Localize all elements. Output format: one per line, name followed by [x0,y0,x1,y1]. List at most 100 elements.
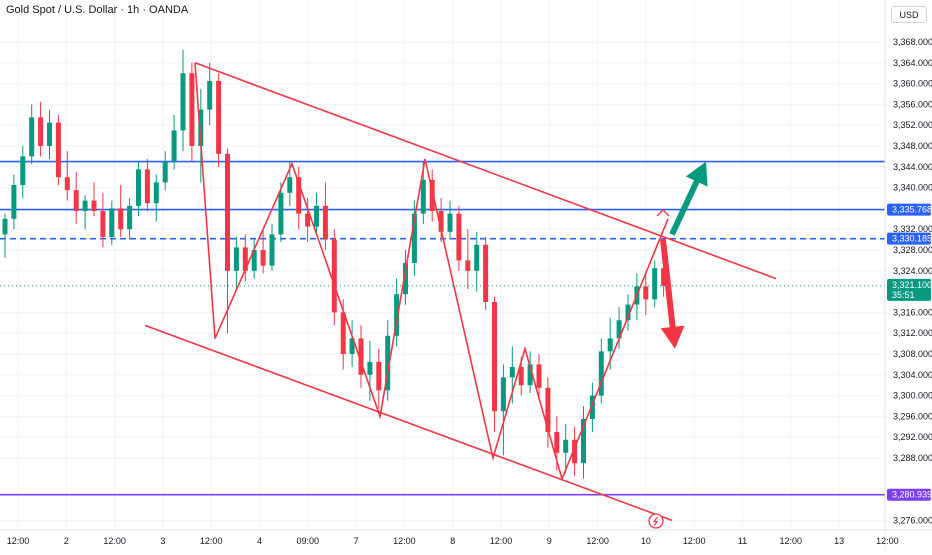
time-tick-label: 12:00 [876,536,899,546]
time-tick-label: 2 [64,536,69,546]
time-tick-label: 7 [354,536,359,546]
candle-body [127,205,133,230]
price-tag-support[interactable] [887,488,931,501]
candle-body [367,361,373,375]
price-tick-label: 3,340.000 [893,183,932,193]
time-axis[interactable] [0,530,885,550]
candle-body [643,286,649,300]
price-tag-level-dashed[interactable] [887,232,931,245]
time-tick-label: 12:00 [200,536,223,546]
candle-body [456,213,462,261]
candle-body [91,200,97,211]
candle-body [207,81,213,110]
candle-body [554,432,560,453]
bearish-arrow-icon[interactable] [660,239,685,349]
time-tick-label: 12:00 [7,536,30,546]
candle-body [625,304,631,321]
lightning-icon [652,516,659,526]
price-tag-label: 3,330.185 [892,234,932,244]
price-tick-label: 3,312.000 [893,328,932,338]
candle-body [64,177,70,191]
price-tick-label: 3,364.000 [893,58,932,68]
zigzag-pattern-line[interactable] [194,62,669,482]
time-tick-label: 13 [834,536,844,546]
price-tag-label: 3,335.768 [892,205,932,215]
time-tick-label: 12:00 [103,536,126,546]
candle-body [661,268,667,286]
candle-body [394,294,400,336]
price-tick-label: 3,368.000 [893,37,932,47]
candle-body [349,338,355,354]
currency-button[interactable]: USD [891,6,927,23]
small-arrowhead-icon [656,209,670,217]
candle-body [314,205,319,227]
symbol-title[interactable]: Gold Spot / U.S. Dollar · 1h · OANDA [6,4,189,16]
price-tick-label: 3,276.000 [893,515,932,525]
candle-body [82,200,88,211]
candle-body [2,218,8,235]
candle-body [162,161,168,183]
candle-body [296,177,302,214]
price-tick-label: 3,332.000 [893,224,932,234]
candle-body [527,364,533,386]
candle-body [287,177,293,193]
candle-body [616,320,622,339]
price-tick-label: 3,328.000 [893,245,932,255]
candle-body [38,117,44,146]
candle-body [518,367,524,386]
price-tick-label: 3,308.000 [893,349,932,359]
bullish-arrow-icon[interactable] [669,161,708,236]
candle-body [509,367,515,378]
candle-body [278,192,284,235]
price-tick-label: 3,316.000 [893,307,932,317]
candle-body [589,395,595,419]
candle-body [536,364,542,388]
time-tick-label: 11 [738,536,747,546]
candle-body [447,213,453,232]
candle-body [144,169,150,204]
price-tick-label: 3,344.000 [893,162,932,172]
candle-body [563,439,569,453]
candle-body [251,250,257,271]
candle-body [474,244,480,271]
candle-body [607,338,613,352]
candle-body [118,208,124,230]
candle-body [500,377,506,412]
time-tick-label: 12:00 [586,536,609,546]
candle-body [545,387,551,432]
candle-body [438,211,444,232]
candle-body [492,302,497,412]
price-axis[interactable] [885,0,932,550]
time-tick-label: 12:00 [683,536,706,546]
candle-body [652,268,658,300]
price-tick-label: 3,292.000 [893,432,932,442]
time-tick-label: 3 [160,536,165,546]
candle-body [136,169,141,206]
price-tick-label: 3,288.000 [893,453,932,463]
candle-body [55,122,61,178]
price-tick-label: 3,324.000 [893,266,932,276]
trend-line[interactable] [194,62,777,280]
price-tag-level[interactable] [887,203,931,216]
candle-body [153,182,159,204]
price-tick-label: 3,296.000 [893,411,932,421]
candle-body [47,122,52,146]
candle-body [225,153,230,271]
candle-body [465,260,471,271]
candle-body [216,81,222,154]
candle-body [411,213,417,263]
trend-line[interactable] [144,324,673,522]
candle-body [73,190,79,211]
candle-body [340,312,346,354]
time-tick-label: 9 [547,536,552,546]
time-tick-label: 4 [257,536,262,546]
candle-body [598,351,604,396]
price-tick-label: 3,348.000 [893,141,932,151]
candle-body [429,179,435,211]
candle-body [420,179,426,214]
candle-body [483,244,489,302]
price-tag-current[interactable] [887,278,931,301]
candle-body [109,208,115,237]
